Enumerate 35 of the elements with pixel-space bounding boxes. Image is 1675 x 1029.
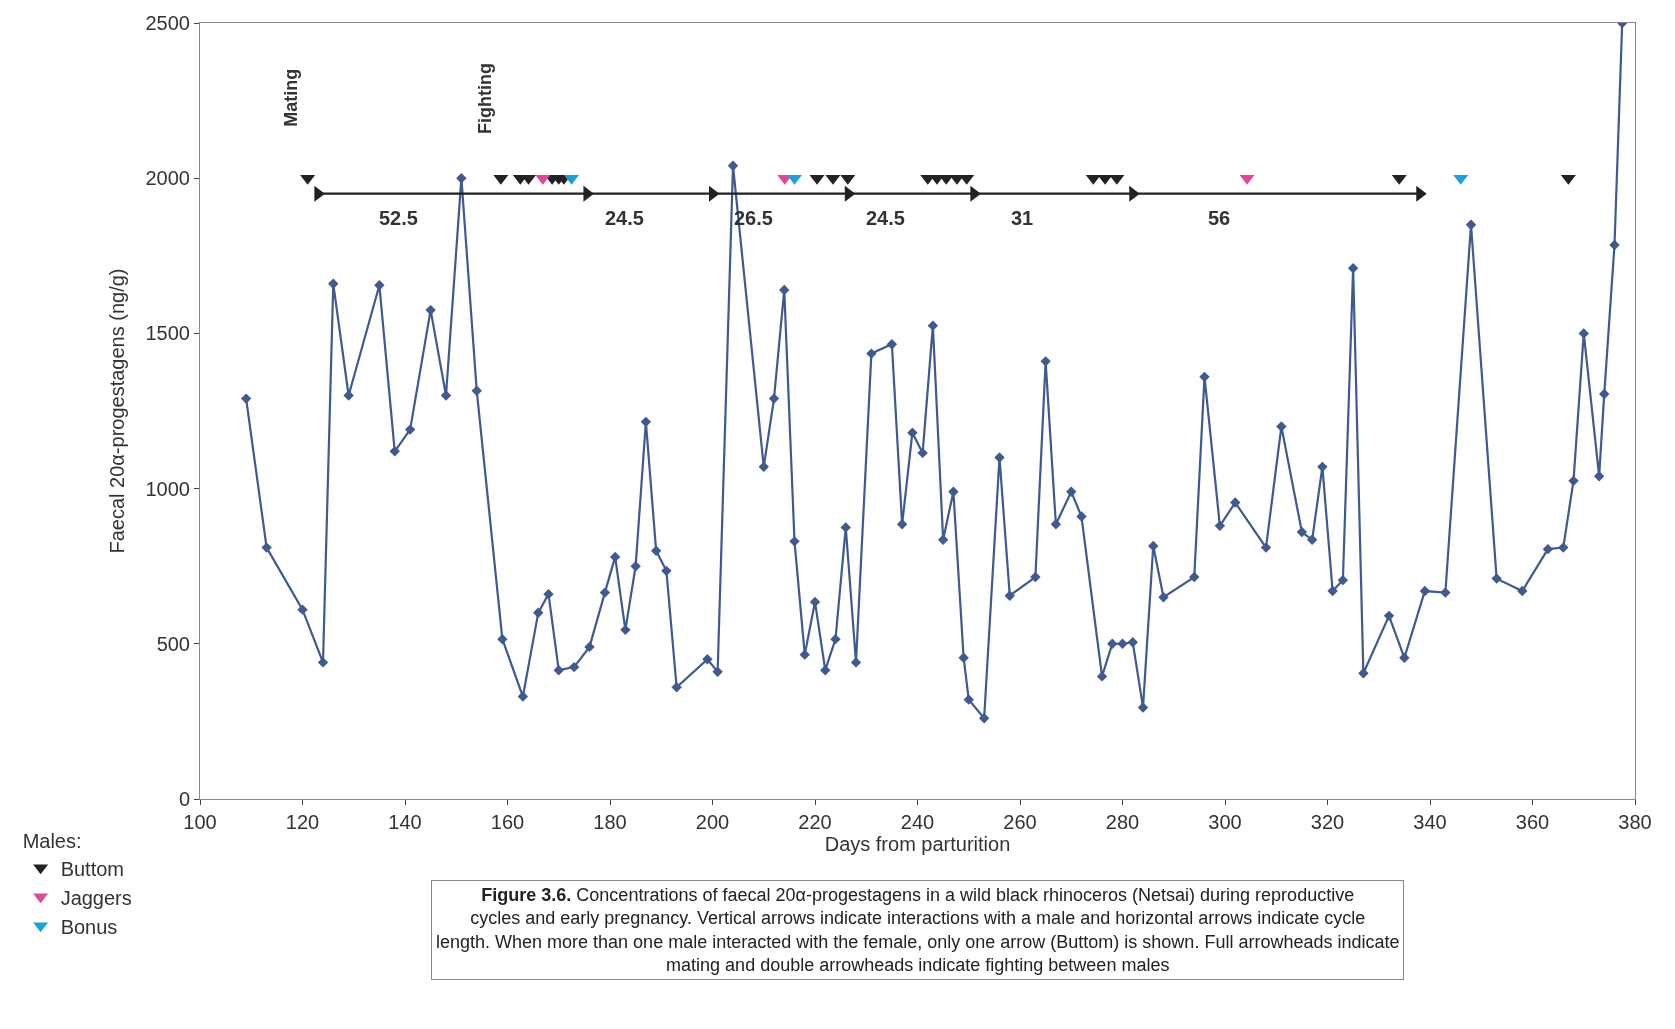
- x-tick-label: 200: [695, 811, 730, 833]
- annotation: 52.5: [379, 207, 418, 229]
- text: Figure 3.6. Concentrations of faecal 20α-progestagens in a wild black rhinoceros (Netsai) during reproductive cycles and early pregnancy. Vertical arrows indicate interactions with a male and horizontal arrows indicate cycle length. When more than one male interacted with the female, only one arrow (Buttom) is shown. Full arrowheads indicate mating and double arrowheads indicate fighting between males: [436, 885, 1400, 976]
- legend-title: Males:: [22, 830, 82, 853]
- x-tick-label: 340: [1413, 811, 1447, 833]
- x-axis-title: Days from parturition: [824, 833, 1011, 855]
- legend-label: Jaggers: [60, 886, 132, 909]
- x-tick-label: 360: [1515, 811, 1550, 833]
- y-tick-label: 2000: [145, 167, 190, 190]
- annotation: Mating: [281, 68, 302, 127]
- annotation: 24.5: [866, 207, 905, 229]
- x-tick-label: 100: [183, 811, 217, 833]
- y-axis-title: Faecal 20α-progestagens (ng/g): [106, 268, 128, 554]
- x-tick-label: 180: [593, 811, 627, 833]
- y-tick-label: 0: [178, 788, 190, 810]
- legend-label: Bonus: [60, 915, 118, 938]
- annotation: 31: [1011, 207, 1034, 229]
- legend-label: Buttom: [60, 857, 124, 880]
- x-tick-label: 320: [1310, 811, 1345, 833]
- y-tick-label: 2500: [145, 12, 190, 34]
- x-tick-label: 140: [388, 811, 422, 833]
- x-tick-label: 300: [1208, 811, 1242, 833]
- x-tick-label: 160: [490, 811, 525, 833]
- x-tick-label: 380: [1618, 811, 1652, 833]
- annotation: 56: [1208, 207, 1231, 229]
- annotation: Fighting: [474, 63, 495, 135]
- y-tick-label: 500: [156, 632, 190, 655]
- x-tick-label: 280: [1105, 811, 1140, 833]
- x-tick-label: 220: [798, 811, 832, 833]
- annotation: 24.5: [605, 207, 644, 229]
- x-tick-label: 260: [1003, 811, 1037, 833]
- x-tick-label: 240: [900, 811, 935, 833]
- y-tick-label: 1000: [145, 477, 190, 500]
- y-tick-label: 1500: [145, 322, 190, 345]
- x-tick-label: 120: [285, 811, 320, 833]
